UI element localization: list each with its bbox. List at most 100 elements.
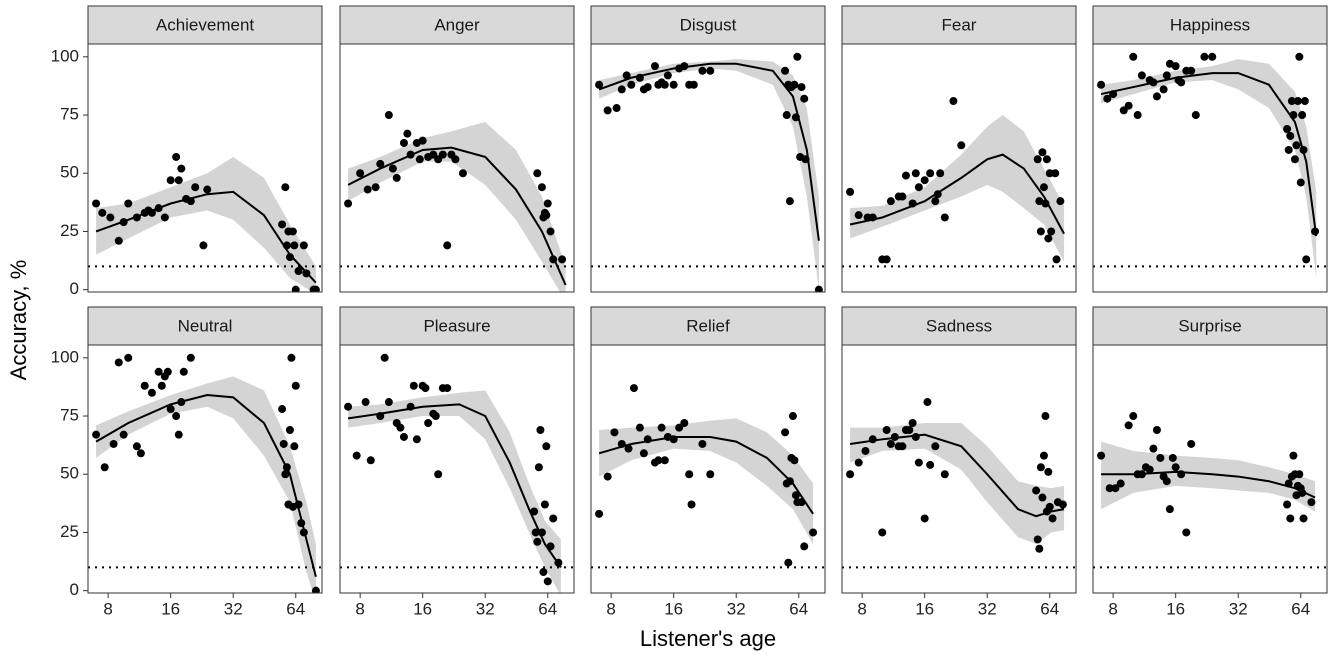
data-point xyxy=(931,197,940,206)
data-point xyxy=(1298,111,1307,120)
data-point xyxy=(1035,544,1044,553)
plot-area xyxy=(842,345,1076,593)
data-point xyxy=(537,528,546,537)
data-point xyxy=(311,285,320,292)
data-point xyxy=(140,381,149,390)
x-tick-label: 32 xyxy=(727,599,746,618)
data-point xyxy=(542,211,551,220)
data-point xyxy=(434,470,443,479)
data-point xyxy=(366,456,375,465)
data-point xyxy=(549,514,558,523)
data-point xyxy=(878,528,887,537)
data-point xyxy=(627,80,636,89)
data-point xyxy=(124,199,133,208)
panel-title: Relief xyxy=(686,316,730,335)
data-point xyxy=(800,542,809,551)
data-point xyxy=(905,425,914,434)
data-point xyxy=(399,432,408,441)
data-point xyxy=(1116,479,1125,488)
x-tick-label: 8 xyxy=(606,599,615,618)
data-point xyxy=(940,470,949,479)
data-point xyxy=(706,470,715,479)
panel-title: Anger xyxy=(434,15,480,34)
smooth-line xyxy=(347,146,567,286)
data-point xyxy=(132,213,141,222)
data-point xyxy=(617,85,626,94)
y-tick-label: 75 xyxy=(60,105,79,124)
data-point xyxy=(533,169,542,178)
panel: Happiness xyxy=(1092,5,1328,293)
data-point xyxy=(1033,155,1042,164)
data-point xyxy=(1105,484,1114,493)
y-tick-label: 50 xyxy=(60,163,79,182)
data-point xyxy=(363,185,372,194)
data-point xyxy=(1036,463,1045,472)
data-point xyxy=(531,528,540,537)
data-point xyxy=(660,456,669,465)
data-point xyxy=(278,405,287,414)
data-point xyxy=(926,169,935,178)
data-point xyxy=(660,80,669,89)
data-point xyxy=(854,458,863,467)
data-point xyxy=(1109,90,1118,99)
data-point xyxy=(1290,155,1299,164)
data-point xyxy=(1149,78,1158,87)
data-point xyxy=(371,183,380,192)
x-tick-label: 8 xyxy=(1108,599,1117,618)
data-point xyxy=(384,111,393,120)
data-point xyxy=(1171,463,1180,472)
data-point xyxy=(898,192,907,201)
data-point xyxy=(595,80,604,89)
data-point xyxy=(1039,451,1048,460)
data-point xyxy=(1045,169,1054,178)
data-point xyxy=(1311,227,1320,236)
data-point xyxy=(1171,62,1180,71)
data-point xyxy=(100,463,109,472)
data-point xyxy=(886,197,895,206)
panel-title: Sadness xyxy=(926,316,992,335)
data-point xyxy=(1159,85,1168,94)
data-point xyxy=(654,456,663,465)
data-point xyxy=(1129,412,1138,421)
data-point xyxy=(177,164,186,173)
data-point xyxy=(784,558,793,567)
data-point xyxy=(1168,453,1177,462)
data-point xyxy=(1038,148,1047,157)
panel-title: Disgust xyxy=(680,15,737,34)
data-point xyxy=(1295,470,1304,479)
data-point xyxy=(1058,500,1067,509)
data-point xyxy=(797,83,806,92)
data-point xyxy=(785,197,794,206)
data-point xyxy=(109,439,118,448)
confidence-ribbon xyxy=(96,156,316,292)
y-tick-label: 25 xyxy=(60,522,79,541)
data-point xyxy=(344,402,353,411)
data-point xyxy=(1103,94,1112,103)
data-point xyxy=(278,220,287,229)
data-point xyxy=(1152,92,1161,101)
data-point xyxy=(406,150,415,159)
plot-area xyxy=(591,44,825,292)
data-point xyxy=(624,444,633,453)
data-point xyxy=(282,241,291,250)
data-point xyxy=(706,66,715,75)
data-point xyxy=(291,381,300,390)
data-point xyxy=(781,66,790,75)
data-point xyxy=(92,199,101,208)
data-point xyxy=(458,169,467,178)
data-point xyxy=(1298,488,1307,497)
data-point xyxy=(154,367,163,376)
data-point xyxy=(920,514,929,523)
data-point xyxy=(376,412,385,421)
plot-area xyxy=(88,44,322,292)
data-point xyxy=(356,169,365,178)
confidence-ribbon xyxy=(599,418,814,545)
plot-area xyxy=(842,44,1076,292)
data-point xyxy=(846,187,855,196)
data-point xyxy=(643,83,652,92)
strip xyxy=(841,306,1077,346)
plot-area xyxy=(1093,44,1327,292)
plot-area xyxy=(340,44,574,292)
data-point xyxy=(1293,97,1302,106)
